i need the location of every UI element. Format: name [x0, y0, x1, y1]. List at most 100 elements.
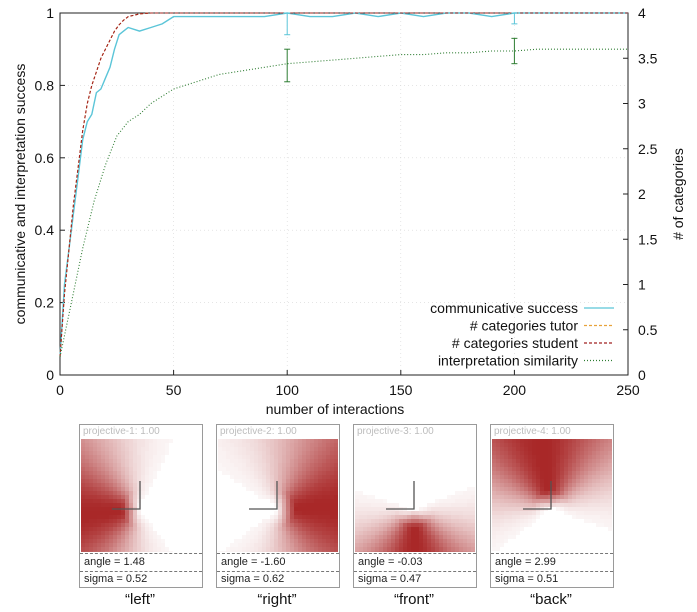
- heat-cell: [604, 487, 608, 491]
- heat-cell: [496, 515, 500, 519]
- heat-cell: [306, 531, 310, 535]
- heat-cell: [600, 499, 604, 503]
- line-chart: 0 50 100 150 200 250 00.20.40.60.81 00.511.52…: [12, 5, 686, 417]
- heat-cell: [306, 439, 310, 443]
- heat-cell: [564, 503, 568, 507]
- heat-cell: [81, 447, 85, 451]
- heat-cell: [560, 479, 564, 483]
- heat-cell: [278, 515, 282, 519]
- heat-cell: [459, 491, 463, 495]
- heat-cell: [524, 483, 528, 487]
- legend-label: interpretation similarity: [438, 353, 578, 369]
- heat-cell: [467, 507, 471, 511]
- heat-cell: [246, 447, 250, 451]
- heat-cell: [310, 455, 314, 459]
- heat-cell: [423, 551, 427, 552]
- heat-cell: [383, 539, 387, 543]
- heat-cell: [318, 539, 322, 543]
- heat-cell: [282, 535, 286, 539]
- heat-cell: [117, 531, 121, 535]
- heat-cell: [439, 527, 443, 531]
- heat-cell: [310, 511, 314, 515]
- heat-cell: [258, 535, 262, 539]
- heat-cell: [129, 447, 133, 451]
- heat-cell: [326, 547, 330, 551]
- heat-cell: [471, 511, 475, 515]
- heat-cell: [330, 543, 334, 547]
- heat-cell: [282, 447, 286, 451]
- heat-cell: [419, 539, 423, 543]
- heat-cell: [500, 523, 504, 527]
- heat-cell: [496, 507, 500, 511]
- heat-cell: [282, 503, 286, 507]
- heat-cell: [439, 499, 443, 503]
- heat-cell: [322, 539, 326, 543]
- heat-cell: [471, 547, 475, 551]
- heat-cell: [443, 539, 447, 543]
- heat-cell: [109, 531, 113, 535]
- heat-cell: [254, 439, 258, 443]
- heat-cell: [121, 547, 125, 551]
- heat-cell: [89, 443, 93, 447]
- heat-cell: [318, 487, 322, 491]
- heat-cell: [532, 503, 536, 507]
- heat-cell: [117, 523, 121, 527]
- heat-cell: [528, 483, 532, 487]
- heat-cell: [270, 495, 274, 499]
- heat-cell: [286, 527, 290, 531]
- heat-cell: [306, 539, 310, 543]
- heat-cell: [149, 551, 153, 552]
- heat-cell: [278, 483, 282, 487]
- heat-cell: [230, 447, 234, 451]
- heat-cell: [608, 503, 612, 507]
- heat-cell: [532, 443, 536, 447]
- heat-cell: [93, 527, 97, 531]
- heat-cell: [568, 471, 572, 475]
- heat-cell: [451, 527, 455, 531]
- heat-cell: [560, 483, 564, 487]
- heat-cell: [467, 531, 471, 535]
- heat-cell: [524, 455, 528, 459]
- heat-cell: [596, 511, 600, 515]
- error-bar-layer: [284, 12, 518, 83]
- heat-cell: [141, 447, 145, 451]
- heat-cell: [117, 471, 121, 475]
- heat-cell: [218, 447, 222, 451]
- heat-cell: [572, 451, 576, 455]
- heat-cell: [334, 455, 338, 459]
- heat-cell: [262, 491, 266, 495]
- heat-cell: [504, 487, 508, 491]
- heat-cell: [379, 531, 383, 535]
- heat-cell: [355, 539, 359, 543]
- heat-cell: [121, 487, 125, 491]
- heat-cell: [270, 451, 274, 455]
- heat-cell: [298, 475, 302, 479]
- heat-cell: [318, 459, 322, 463]
- heat-cell: [395, 515, 399, 519]
- heat-cell: [407, 547, 411, 551]
- heat-cell: [375, 523, 379, 527]
- heat-cell: [451, 503, 455, 507]
- heat-cell: [149, 531, 153, 535]
- heat-cell: [161, 551, 165, 552]
- heat-cell: [399, 523, 403, 527]
- heat-cell: [548, 463, 552, 467]
- heat-cell: [592, 443, 596, 447]
- heat-cell: [463, 499, 467, 503]
- heat-cell: [81, 527, 85, 531]
- heat-cell: [500, 447, 504, 451]
- heat-cell: [330, 463, 334, 467]
- heat-cell: [496, 483, 500, 487]
- heat-cell: [592, 455, 596, 459]
- heat-cell: [250, 463, 254, 467]
- heat-cell: [113, 471, 117, 475]
- heat-cell: [512, 507, 516, 511]
- heat-cell: [242, 439, 246, 443]
- heat-cell: [496, 499, 500, 503]
- heat-cell: [367, 543, 371, 547]
- heat-cell: [286, 471, 290, 475]
- heat-cell: [383, 535, 387, 539]
- heat-cell: [262, 527, 266, 531]
- heat-cell: [274, 531, 278, 535]
- heat-cell: [359, 507, 363, 511]
